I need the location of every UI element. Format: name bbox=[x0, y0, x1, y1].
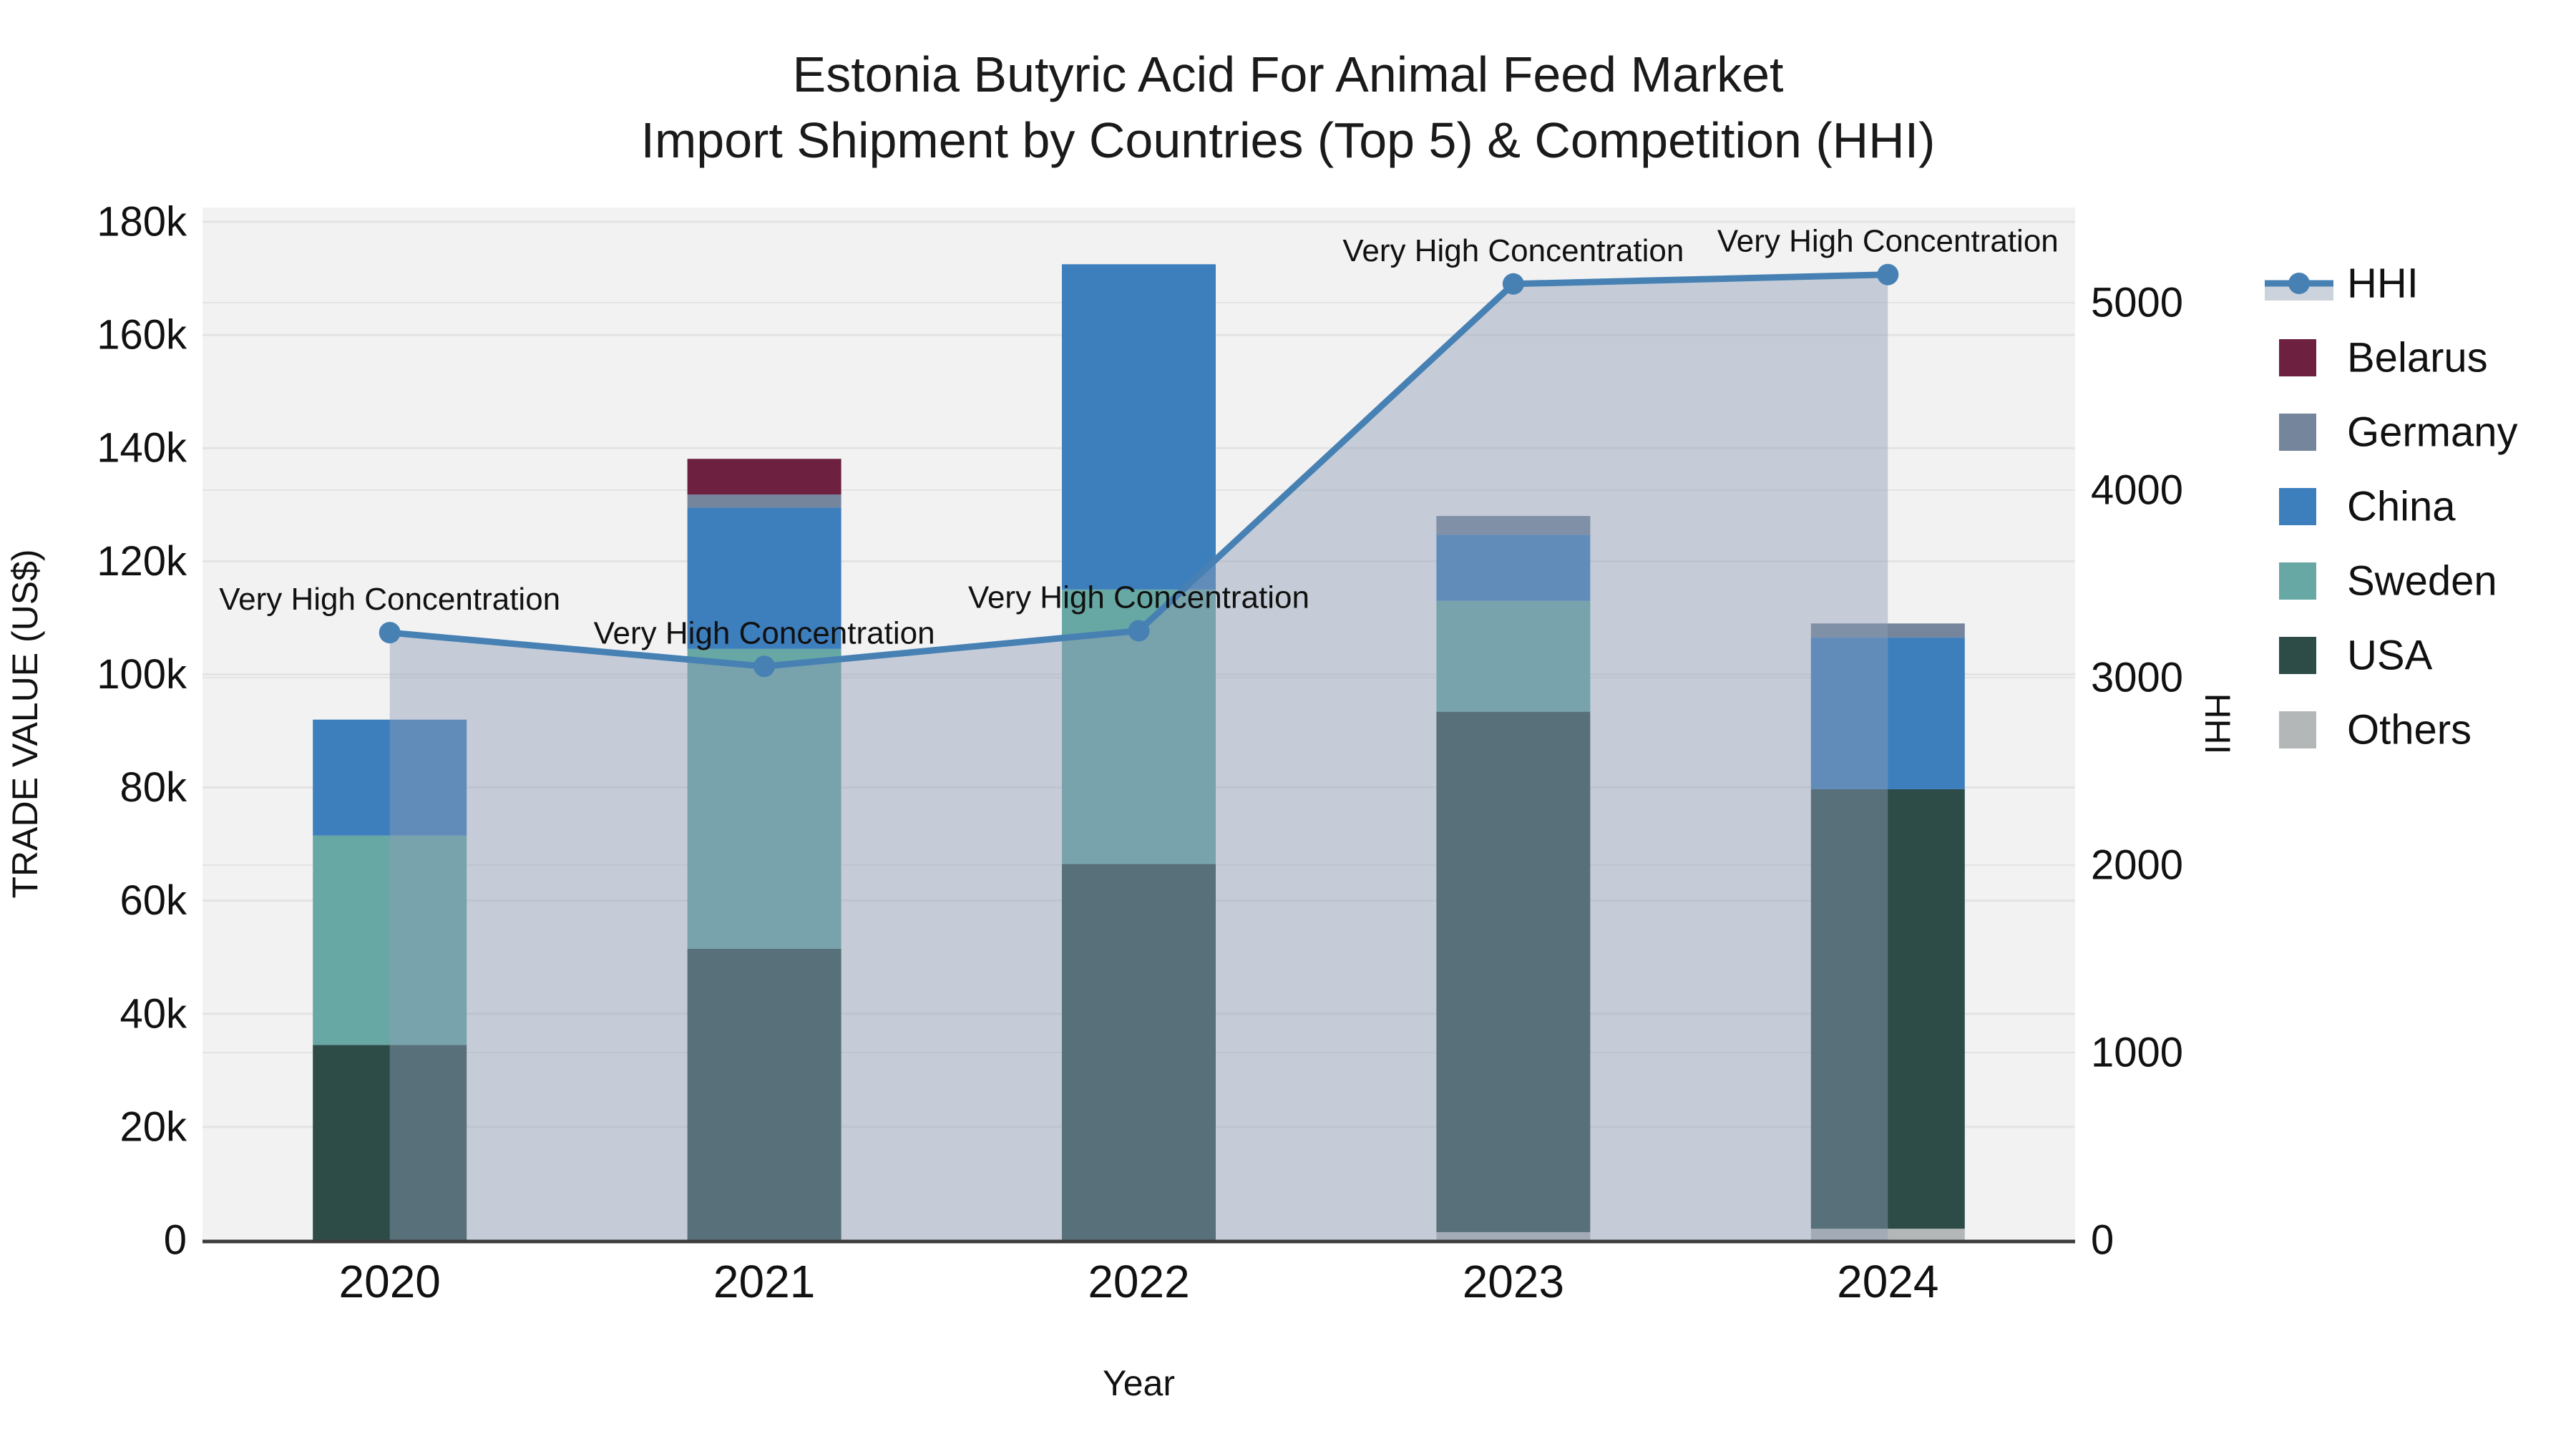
y-right-tick: 4000 bbox=[2091, 467, 2183, 514]
x-tick-2020: 2020 bbox=[339, 1256, 441, 1307]
bar-segment-china-2024 bbox=[1810, 638, 1965, 789]
hhi-marker-2022 bbox=[1128, 620, 1150, 642]
x-tick-2022: 2022 bbox=[1088, 1256, 1189, 1307]
bar-segment-sweden-2020 bbox=[313, 835, 467, 1045]
x-axis-label: Year bbox=[1103, 1363, 1175, 1403]
chart-title: Estonia Butyric Acid For Animal Feed Mar… bbox=[0, 42, 2576, 174]
y-left-tick: 140k bbox=[97, 425, 187, 472]
y-left-tick: 20k bbox=[119, 1103, 187, 1150]
annotation-2020: Very High Concentration bbox=[219, 582, 560, 617]
hhi-marker-2024 bbox=[1877, 263, 1899, 286]
y-left-tick: 0 bbox=[164, 1217, 187, 1264]
hhi-marker-2023 bbox=[1502, 273, 1524, 295]
bar-segment-usa-2022 bbox=[1062, 864, 1216, 1240]
y-right-tick: 3000 bbox=[2091, 655, 2183, 701]
y-left-tick: 160k bbox=[97, 312, 187, 358]
bar-segment-germany-2024 bbox=[1810, 623, 1965, 638]
bar-segment-china-2022 bbox=[1062, 264, 1216, 590]
bar-segment-china-2023 bbox=[1436, 535, 1591, 601]
x-tick-2024: 2024 bbox=[1837, 1256, 1938, 1307]
legend-item-belarus: Belarus bbox=[2279, 335, 2488, 381]
legend-item-germany: Germany bbox=[2279, 409, 2518, 456]
bar-segment-usa-2021 bbox=[687, 948, 841, 1240]
y-left-tick: 60k bbox=[119, 877, 187, 924]
bar-segment-belarus-2021 bbox=[687, 459, 841, 495]
chart-title-line1: Estonia Butyric Acid For Animal Feed Mar… bbox=[792, 47, 1784, 102]
bar-segment-others-2023 bbox=[1436, 1231, 1591, 1240]
bar-segment-china-2020 bbox=[313, 719, 467, 836]
bar-segment-china-2021 bbox=[687, 507, 841, 649]
bar-segment-usa-2020 bbox=[313, 1045, 467, 1240]
legend-swatch-china bbox=[2279, 488, 2316, 525]
bar-segment-others-2024 bbox=[1810, 1229, 1965, 1240]
bar-segment-usa-2023 bbox=[1436, 711, 1591, 1232]
legend-swatch-sweden bbox=[2279, 562, 2316, 600]
x-tick-2023: 2023 bbox=[1463, 1256, 1564, 1307]
bar-segment-sweden-2021 bbox=[687, 648, 841, 949]
hhi-marker-2021 bbox=[753, 655, 776, 678]
y-left-tick: 100k bbox=[97, 651, 187, 698]
annotation-2024: Very High Concentration bbox=[1717, 224, 2059, 259]
hhi-area-fill bbox=[389, 274, 1888, 1241]
legend-item-sweden: Sweden bbox=[2279, 558, 2497, 605]
legend-swatch-germany bbox=[2279, 414, 2316, 451]
y-right-tick: 2000 bbox=[2091, 842, 2183, 889]
legend-label-sweden: Sweden bbox=[2347, 558, 2497, 605]
bar-segment-sweden-2023 bbox=[1436, 600, 1591, 712]
legend-item-hhi: HHI bbox=[2265, 260, 2419, 307]
y-left-tick: 120k bbox=[97, 538, 187, 585]
legend-item-usa: USA bbox=[2279, 633, 2433, 679]
bar-segment-germany-2021 bbox=[687, 494, 841, 508]
legend-label-hhi: HHI bbox=[2347, 260, 2419, 307]
legend-label-others: Others bbox=[2347, 707, 2472, 753]
y-left-axis-label: TRADE VALUE (US$) bbox=[5, 549, 45, 898]
legend-label-germany: Germany bbox=[2347, 409, 2518, 456]
chart-title-line2: Import Shipment by Countries (Top 5) & C… bbox=[640, 112, 1936, 169]
annotation-2022: Very High Concentration bbox=[968, 580, 1309, 615]
legend-item-others: Others bbox=[2279, 707, 2472, 753]
y-left-tick: 180k bbox=[97, 199, 187, 245]
y-right-tick: 1000 bbox=[2091, 1030, 2183, 1076]
legend-swatch-usa bbox=[2279, 637, 2316, 674]
legend-label-belarus: Belarus bbox=[2347, 335, 2488, 381]
legend-label-china: China bbox=[2347, 484, 2456, 530]
x-tick-2021: 2021 bbox=[713, 1256, 815, 1307]
legend-swatch-others bbox=[2279, 711, 2316, 748]
legend-swatch-belarus bbox=[2279, 339, 2316, 376]
annotation-2023: Very High Concentration bbox=[1342, 233, 1684, 268]
y-left-tick: 80k bbox=[119, 764, 187, 811]
y-right-tick: 0 bbox=[2091, 1217, 2114, 1264]
bar-segment-usa-2024 bbox=[1810, 789, 1965, 1229]
y-right-axis-label: HHI bbox=[2197, 693, 2238, 754]
y-left-tick: 40k bbox=[119, 990, 187, 1037]
legend-item-china: China bbox=[2279, 484, 2456, 530]
legend-label-usa: USA bbox=[2347, 633, 2433, 679]
bar-segment-germany-2023 bbox=[1436, 516, 1591, 535]
y-right-tick: 5000 bbox=[2091, 280, 2183, 326]
annotation-2021: Very High Concentration bbox=[594, 615, 935, 650]
legend-hhi-marker-sample bbox=[2288, 273, 2310, 294]
hhi-marker-2020 bbox=[379, 622, 401, 644]
